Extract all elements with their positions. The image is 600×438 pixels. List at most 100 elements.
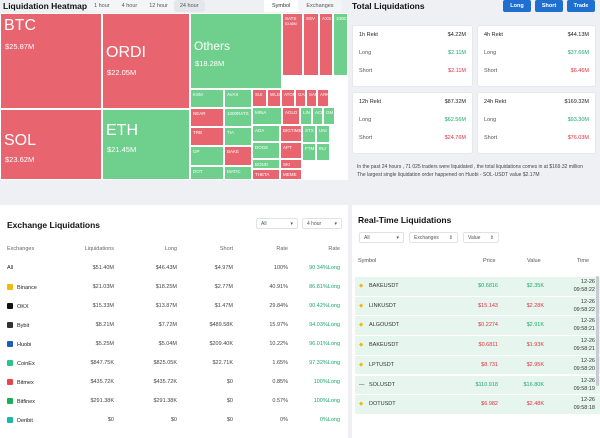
heatmap-tile-theta[interactable]: THETA	[252, 169, 280, 180]
heatmap-tile-dot[interactable]: DOT	[190, 166, 224, 180]
tile-name: SUI	[255, 92, 263, 97]
exchange-row-deribit[interactable]: Deribit $0 $0 $0 0% 0%Long	[7, 417, 340, 429]
tile-name: Others	[194, 39, 231, 53]
date: 12-26	[580, 318, 595, 325]
heatmap-tile-gal[interactable]: GAL	[295, 89, 306, 107]
heatmap-tile-ftm[interactable]: FTM	[302, 143, 316, 161]
heatmap-tile-btc[interactable]: BTC $25.87M	[0, 13, 102, 109]
heatmap-tile-avax[interactable]: AVAX	[224, 89, 252, 108]
heatmap-tile-uni[interactable]: UNI	[316, 125, 330, 143]
heatmap-tile-1000rats[interactable]: 1000RATS	[224, 108, 252, 127]
heatmap-tile-ssv[interactable]: SSV	[303, 13, 319, 76]
sort-icon: ⇕	[448, 235, 453, 241]
heatmap-tile-ada[interactable]: ADA	[252, 125, 280, 142]
exchange-row-huobi[interactable]: Huobi $5.25M $5.04M $209.40K 10.22% 96.01%Lon…	[7, 341, 340, 353]
tile-name: SKI	[283, 162, 291, 167]
tile-name: ARK	[320, 92, 329, 97]
heatmap-tile-matic[interactable]: MATIC	[224, 166, 252, 180]
realtime-row[interactable]: ◆ ALGOUSDT $0.2274 $2.91K 12-26 09:58:21	[355, 316, 600, 336]
heatmap-tile-near[interactable]: NEAR	[190, 108, 224, 127]
heatmap-tile-ark[interactable]: ARK	[317, 89, 329, 107]
heatmap-tile-ski[interactable]: SKI	[280, 159, 302, 169]
exchange-short: $0	[226, 398, 233, 404]
symbol: BAKEUSDT	[369, 342, 399, 349]
tab-24-hour[interactable]: 24 hour	[173, 0, 205, 12]
period-select[interactable]: 4 hour ▾	[302, 218, 342, 229]
tab-4-hour[interactable]: 4 hour	[121, 3, 138, 9]
realtime-row[interactable]: — SOLUSDT $110.918 $16.80K 12-26 09:58:19	[355, 375, 600, 395]
heatmap-tile-others[interactable]: Others $18.28M	[190, 13, 282, 89]
heatmap-tile-sui[interactable]: SUI	[252, 89, 267, 107]
exchange-row-all[interactable]: All $51.40M $46.43M $4.97M 100% 90.34%Long	[7, 265, 340, 277]
heatmap-tile-doge[interactable]: DOGE	[252, 142, 280, 159]
tab-12-hour[interactable]: 12 hour	[149, 3, 168, 9]
heatmap-tile-meme[interactable]: MEME	[280, 169, 302, 180]
heatmap-tile-san[interactable]: SAN	[306, 89, 317, 107]
heatmap-tile-ace[interactable]: ACE	[312, 107, 323, 125]
col-rate-long: Rate	[328, 246, 340, 252]
heatmap-tile-tia[interactable]: TIA	[224, 127, 252, 146]
toggle-exchanges[interactable]: Exchanges	[306, 3, 334, 9]
heatmap-tile-apt[interactable]: APT	[280, 142, 302, 159]
tab-1-hour[interactable]: 1 hour	[94, 3, 110, 9]
realtime-all-select[interactable]: All ▾	[359, 232, 404, 243]
col-short: Short	[219, 246, 233, 252]
heatmap-tile-inj[interactable]: INJ	[316, 143, 330, 161]
heatmap-tile-sats[interactable]: SATS $3.68M	[282, 13, 303, 76]
realtime-value-select[interactable]: Value ⇕	[463, 232, 499, 243]
heatmap-tile-axs[interactable]: AXS	[319, 13, 333, 76]
symbol: LINKUSDT	[369, 302, 397, 309]
heatmap-tile-wld[interactable]: WLD	[267, 89, 281, 107]
heatmap-tile-bake[interactable]: BAKE	[224, 146, 252, 166]
toggle-symbol[interactable]: Symbol	[264, 0, 299, 12]
liquidation-heatmap: BTC $25.87M SOL $23.62M ORDI $22.05M ETH $21…	[0, 13, 348, 180]
exchange-row-bitfinex[interactable]: Bitfinex $291.38K $291.38K $0 0.57% 100%Long	[7, 398, 340, 410]
realtime-scrollbar[interactable]	[596, 276, 599, 386]
heatmap-tile-eth[interactable]: ETH $21.45M	[102, 109, 190, 180]
long-button[interactable]: Long	[503, 0, 531, 12]
heatmap-tile-trb[interactable]: TRB	[190, 127, 224, 146]
heatmap-tile-stx[interactable]: STX	[302, 125, 316, 143]
exchange-row-okx[interactable]: OKX $15.33M $13.87M $1.47M 29.84% 90.42%Long	[7, 303, 340, 315]
exchange-row-binance[interactable]: Binance $21.03M $18.25M $2.77M 40.91% 86.81%L…	[7, 284, 340, 296]
price: $6.982	[481, 401, 498, 408]
heatmap-tile-sol[interactable]: SOL $23.62M	[0, 109, 102, 180]
exchange-long-rate: 96.01%Long	[309, 341, 340, 347]
short-button[interactable]: Short	[535, 0, 563, 12]
short-label: Short	[484, 135, 498, 141]
heatmap-tile-atom[interactable]: ATOM	[281, 89, 295, 107]
exchange-name: Bitmex	[17, 380, 34, 386]
realtime-exchanges-select[interactable]: Exchanges ⇕	[409, 232, 458, 243]
heatmap-tile-mina[interactable]: MINA	[252, 107, 282, 125]
exchange-short: $4.97M	[214, 265, 233, 271]
heatmap-tile-1000[interactable]: 1000	[333, 13, 348, 76]
heatmap-tile-agld[interactable]: AGLD	[282, 107, 300, 125]
realtime-row[interactable]: ◆ BAKEUSDT $0.6811 $1.93K 12-26 09:58:21	[355, 336, 600, 356]
heatmap-tile-ksm[interactable]: KSM	[190, 89, 224, 108]
heatmap-tile-lin[interactable]: LIN	[300, 107, 312, 125]
grouping-toggle: Symbol Exchanges	[264, 0, 342, 12]
exchange-row-bybit[interactable]: Bybit $8.21M $7.72M $489.58K 15.97% 94.03%Lon…	[7, 322, 340, 334]
short-label: Short	[359, 135, 373, 141]
card-1h-rekt: 1h Rekt $4.22M Long $2.11M Short $2.11M	[352, 25, 473, 87]
heatmap-tile-bigtime[interactable]: BIGTIME	[280, 125, 302, 142]
exchange-filter-select[interactable]: All ▾	[256, 218, 298, 229]
exchange-name: Deribit	[17, 418, 33, 424]
exchange-short: $1.47M	[214, 303, 233, 309]
realtime-row[interactable]: ◆ BAKEUSDT $0.6816 $2.35K 12-26 09:58:22	[355, 277, 600, 297]
tile-value: $25.87M	[5, 42, 35, 51]
exchange-row-bitmex[interactable]: Bitmex $435.72K $435.72K $0 0.85% 100%Long	[7, 379, 340, 391]
long-label: Long	[484, 50, 497, 56]
heatmap-tile-op[interactable]: OP	[190, 146, 224, 166]
exchange-row-coinex[interactable]: CoinEx $847.75K $825.05K $22.71K 1.65% 97.32%…	[7, 360, 340, 372]
realtime-row[interactable]: ◆ LPTUSDT $8.731 $2.95K 12-26 09:58:20	[355, 355, 600, 376]
exchange-long: $291.38K	[153, 398, 177, 404]
heatmap-tile-bond[interactable]: BOND	[252, 159, 280, 169]
realtime-row[interactable]: ◆ LINKUSDT $15.143 $2.28K 12-26 09:58:22	[355, 296, 600, 317]
heatmap-tile-gm[interactable]: GM	[323, 107, 335, 125]
long-label: Long	[359, 50, 372, 56]
heatmap-tile-ordi[interactable]: ORDI $22.05M	[102, 13, 190, 109]
realtime-row[interactable]: ◆ DOTUSDT $6.982 $2.48K 12-26 09:58:18	[355, 395, 600, 415]
trade-button[interactable]: Trade	[567, 0, 595, 12]
tile-value: $3.68M	[285, 22, 297, 26]
